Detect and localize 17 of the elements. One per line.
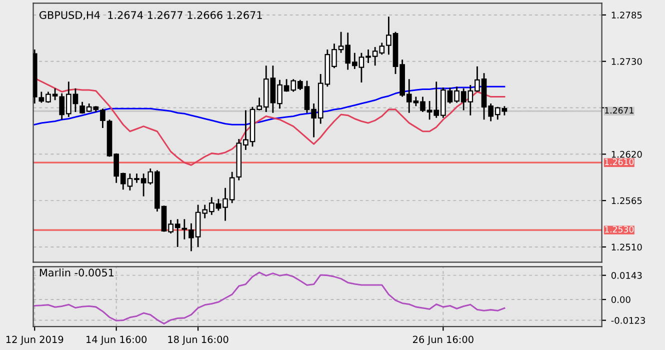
x-tick-label: 18 Jun 16:00 bbox=[168, 336, 228, 345]
y-tick-label: -0.0123 bbox=[611, 317, 645, 324]
ref-line-label: 1.2610 bbox=[605, 158, 634, 166]
y-tick-label: 1.2565 bbox=[612, 197, 642, 204]
x-tick-label: 12 Jun 2019 bbox=[6, 336, 64, 345]
x-tick-label: 26 Jun 16:00 bbox=[413, 336, 474, 345]
y-tick-label: 1.2620 bbox=[612, 150, 642, 158]
y-tick-label: 0.00 bbox=[611, 296, 630, 304]
y-tick-label: 1.2730 bbox=[612, 58, 642, 65]
ref-line-label: 1.2671 bbox=[605, 107, 634, 114]
x-tick-label: 14 Jun 16:00 bbox=[86, 336, 147, 345]
chart-title: Marlin -0.0051 bbox=[40, 268, 114, 277]
y-tick-label: 1.2785 bbox=[612, 12, 642, 19]
y-tick-label: 0.0143 bbox=[611, 272, 642, 279]
ref-line-label: 1.2530 bbox=[605, 226, 634, 233]
text: GBPUSD,H4 1.2674 1.2677 1.2666 1.2671 bbox=[40, 11, 262, 20]
y-tick-label: 1.2510 bbox=[612, 244, 642, 251]
